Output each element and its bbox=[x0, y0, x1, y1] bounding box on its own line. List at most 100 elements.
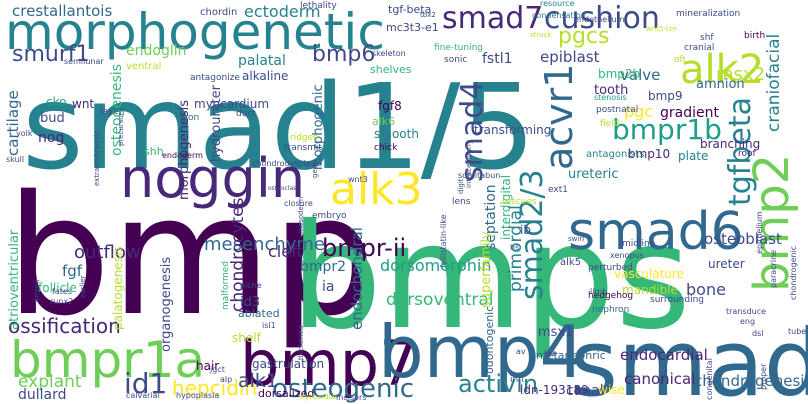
word-mandible: mandible bbox=[622, 283, 678, 297]
word-id3: id3 bbox=[240, 295, 261, 310]
word-alk1: alk1 bbox=[238, 370, 279, 392]
word-transforming: transforming bbox=[474, 123, 552, 137]
word-ventral: ventral bbox=[126, 61, 162, 72]
word-nephron: nephron bbox=[592, 305, 630, 315]
word-antagonists: antagonists bbox=[586, 149, 645, 160]
word-smooth: smooth bbox=[374, 127, 419, 141]
word-hs: hs bbox=[510, 243, 520, 252]
word-interdigital: interdigital bbox=[499, 174, 513, 240]
word-wnt5-cre: wnt5-cre bbox=[646, 25, 677, 33]
word-bmp6: bmp6 bbox=[312, 42, 376, 67]
word-skull: skull bbox=[6, 155, 25, 164]
word-bmp10: bmp10 bbox=[628, 147, 671, 161]
word-intracellularly: intracellularly bbox=[465, 140, 473, 188]
word-postnatal: postnatal bbox=[596, 105, 639, 115]
word-roof: roof bbox=[738, 149, 756, 159]
word-fgf: fgf bbox=[62, 262, 83, 280]
word-lens: lens bbox=[452, 197, 471, 207]
word-extraembryonic: extraembryonic bbox=[93, 130, 101, 186]
word-dorsoventral: dorsoventral bbox=[386, 290, 494, 310]
word-shelves: shelves bbox=[370, 63, 412, 76]
word-bmprii: bmprii bbox=[33, 279, 41, 302]
word-limb: limb bbox=[590, 287, 608, 296]
word-wnt3: wnt3 bbox=[348, 175, 368, 184]
word-canal: canal bbox=[566, 383, 604, 399]
word-shelf: shelf bbox=[232, 331, 261, 345]
word-oft: oft bbox=[674, 55, 687, 65]
word-hypoplasia: hypoplasia bbox=[176, 391, 220, 400]
word-cushion: cushion bbox=[544, 1, 660, 36]
word-dsl: dsl bbox=[752, 329, 764, 338]
word-alk2: alk2 bbox=[680, 47, 765, 93]
word-resource: resource bbox=[540, 0, 575, 8]
word-osteoclast: osteoclast bbox=[268, 185, 299, 192]
word-acvr1: acvr1 bbox=[537, 63, 581, 170]
word-palatogenesis: palatogenesis bbox=[111, 246, 125, 330]
word-bmpr1a: bmpr1a bbox=[10, 331, 206, 389]
word-hepcidin: hepcidin bbox=[172, 376, 258, 400]
word-bmp7: bmp7 bbox=[240, 327, 419, 400]
word-hair: hair bbox=[196, 359, 220, 373]
word-paracrine: paracrine bbox=[769, 249, 778, 288]
word-dorsomorphin: dorsomorphin bbox=[380, 256, 492, 275]
word-transmit: transmit bbox=[284, 143, 322, 153]
word-embryo: embryo bbox=[312, 211, 347, 221]
word-iron: iron bbox=[182, 113, 200, 123]
word-surrounding: surrounding bbox=[650, 295, 704, 305]
word-alkaline: alkaline bbox=[242, 69, 289, 83]
word-alk5: alk5 bbox=[560, 257, 582, 268]
word-msx1: msx1 bbox=[538, 325, 574, 340]
word-precursor: precursor bbox=[117, 112, 125, 146]
word-bud: bud bbox=[40, 111, 65, 126]
word-congenital: congenital bbox=[705, 358, 714, 400]
word-earlier: earlier bbox=[79, 275, 87, 298]
word-bmps: bmps bbox=[290, 193, 691, 362]
word-branching: branching bbox=[700, 137, 761, 151]
word-field: field bbox=[600, 119, 620, 129]
word-mesoderm: mesoderm bbox=[297, 196, 305, 234]
word-explant: explant bbox=[18, 372, 82, 392]
word-smad7: smad7 bbox=[442, 1, 544, 36]
word-bmpr-ii: bmpr-ii bbox=[322, 234, 407, 262]
word-niche: niche bbox=[240, 281, 262, 290]
word-wnt: wnt bbox=[72, 97, 95, 111]
word-antagonize: antagonize bbox=[190, 73, 240, 83]
word-hedgehog: hedgehog bbox=[588, 291, 634, 301]
word-bmp2b: bmp2b bbox=[598, 67, 641, 81]
word-nog: nog bbox=[38, 130, 65, 146]
word-endocardial: endocardial bbox=[620, 346, 708, 364]
word-epithelium: epithelium bbox=[755, 211, 764, 254]
word-epiblast: epiblast bbox=[540, 48, 600, 66]
word-osteoblast: osteoblast bbox=[704, 230, 782, 248]
word-chick: chick bbox=[374, 143, 398, 153]
word-morphogenic: morphogenic bbox=[311, 84, 326, 170]
word-chondrogenic: chondrogenic bbox=[789, 245, 798, 300]
word-gastrulation: gastrulation bbox=[252, 357, 325, 371]
word-ext1: ext1 bbox=[548, 185, 568, 195]
word-runx2: runx2 bbox=[50, 297, 74, 306]
word-ia: ia bbox=[322, 279, 335, 295]
word-wise: wise bbox=[598, 383, 625, 397]
word-germ: germ bbox=[311, 159, 319, 178]
word-transduce: transduce bbox=[726, 307, 767, 316]
word-follicle: follicle bbox=[38, 281, 77, 295]
word-chondrogenesis: chondrogenesis bbox=[694, 372, 808, 390]
word-vasculature: vasculature bbox=[614, 267, 684, 281]
word-struck: struck bbox=[530, 31, 552, 39]
word-eng: eng bbox=[740, 317, 756, 326]
word-odontogenic: odontogenic bbox=[483, 305, 496, 374]
word-bmp4: bmp4 bbox=[378, 310, 586, 394]
word-metanephric: metanephric bbox=[536, 349, 606, 362]
word-follistatin-like: follistatin-like bbox=[439, 214, 448, 268]
word-yolk: yolk bbox=[16, 129, 33, 138]
word-ib: ib bbox=[520, 223, 531, 237]
word-alp: alp bbox=[220, 375, 233, 384]
word-id1: id1 bbox=[124, 367, 168, 400]
word-alk3: alk3 bbox=[330, 164, 423, 215]
word-ablated: ablated bbox=[238, 307, 280, 320]
word-mc3t3-e1: mc3t3-e1 bbox=[386, 21, 439, 34]
word-chordin: chordin bbox=[200, 7, 238, 18]
word-dorsalized: dorsalized bbox=[258, 387, 315, 400]
word-cleft: cleft bbox=[268, 242, 303, 261]
word-endothelium: endothelium bbox=[574, 15, 625, 24]
